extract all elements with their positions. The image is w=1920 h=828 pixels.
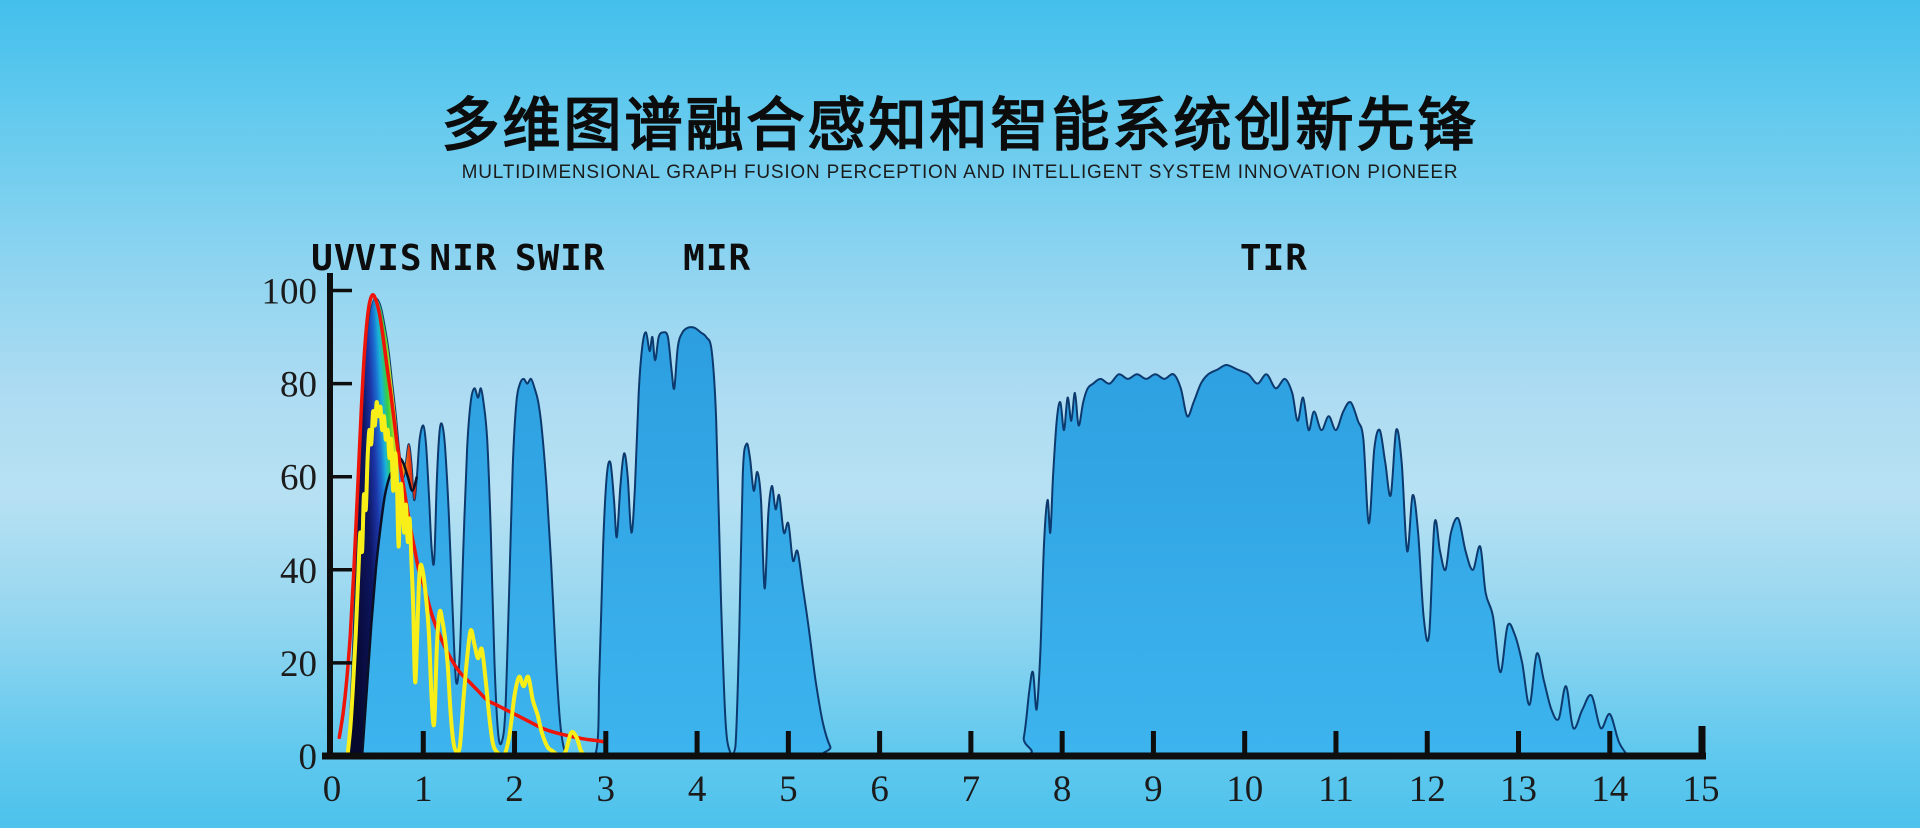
x-tick-label: 12: [1409, 769, 1446, 810]
x-tick-label: 7: [962, 769, 981, 810]
solar-ground-curve: [345, 400, 588, 758]
y-tick-label: 80: [280, 365, 317, 406]
x-tick-label: 15: [1683, 769, 1720, 810]
x-tick-label: 5: [779, 769, 798, 810]
x-tick-label: 0: [323, 769, 342, 810]
y-tick-label: 0: [299, 737, 318, 778]
band-label-vis: VIS: [354, 238, 423, 279]
x-tick-label: 10: [1226, 769, 1263, 810]
x-tick-label: 6: [870, 769, 889, 810]
x-tick-label: 14: [1591, 769, 1628, 810]
page-subtitle: MULTIDIMENSIONAL GRAPH FUSION PERCEPTION…: [461, 162, 1459, 183]
transmission-area: [347, 297, 1630, 758]
x-tick-label: 3: [597, 769, 616, 810]
x-tick-label: 4: [688, 769, 707, 810]
band-label-uv: UV: [311, 238, 357, 279]
x-tick-label: 2: [505, 769, 524, 810]
x-tick-label: 13: [1500, 769, 1537, 810]
y-tick-label: 60: [280, 458, 317, 499]
band-label-nir: NIR: [429, 238, 498, 279]
x-tick-label: 8: [1053, 769, 1072, 810]
y-tick-label: 20: [280, 644, 317, 685]
band-label-swir: SWIR: [514, 238, 606, 279]
x-tick-label: 1: [414, 769, 433, 810]
y-tick-label: 40: [280, 551, 317, 592]
rainbow-spectrum-fill: [348, 298, 417, 756]
inner-arc-curve: [360, 456, 419, 757]
x-tick-label: 9: [1144, 769, 1163, 810]
page-title: 多维图谱融合感知和智能系统创新先锋: [441, 93, 1479, 158]
y-tick-label: 100: [262, 272, 318, 313]
band-label-tir: TIR: [1239, 238, 1308, 279]
band-label-mir: MIR: [683, 238, 752, 279]
solar-envelope-curve: [337, 293, 608, 744]
x-tick-label: 11: [1318, 769, 1354, 810]
